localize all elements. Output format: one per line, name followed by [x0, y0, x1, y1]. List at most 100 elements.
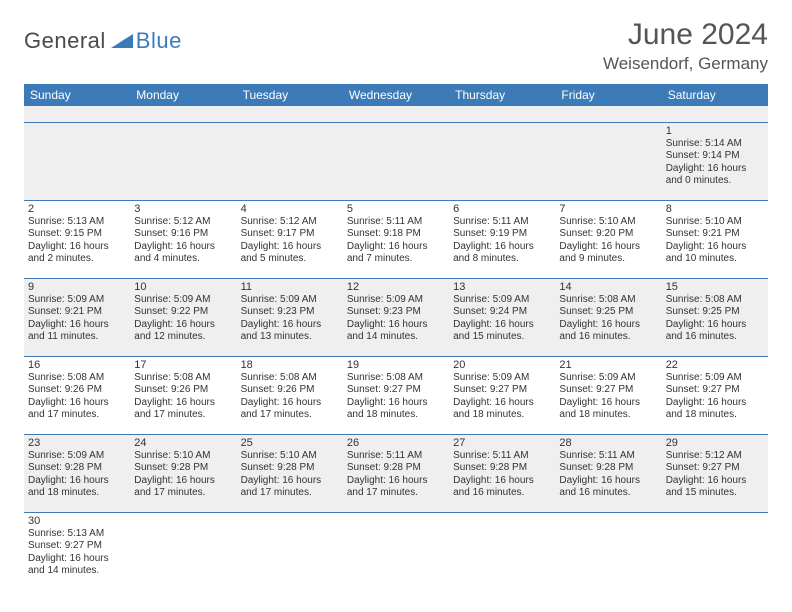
sunset-text: Sunset: 9:20 PM: [559, 228, 657, 241]
daylight-text: and 16 minutes.: [666, 331, 764, 344]
daylight-text: Daylight: 16 hours: [347, 241, 445, 254]
day-number: 20: [453, 359, 551, 371]
sunset-text: Sunset: 9:28 PM: [241, 462, 339, 475]
daylight-text: and 17 minutes.: [134, 487, 232, 500]
daylight-text: Daylight: 16 hours: [453, 475, 551, 488]
sunset-text: Sunset: 9:24 PM: [453, 306, 551, 319]
sunset-text: Sunset: 9:17 PM: [241, 228, 339, 241]
calendar-cell: 23Sunrise: 5:09 AMSunset: 9:28 PMDayligh…: [24, 434, 130, 512]
calendar-week-row: 2Sunrise: 5:13 AMSunset: 9:15 PMDaylight…: [24, 200, 768, 278]
day-number: 27: [453, 437, 551, 449]
daylight-text: and 14 minutes.: [28, 565, 126, 578]
day-number: 17: [134, 359, 232, 371]
day-number: 18: [241, 359, 339, 371]
calendar-cell-empty: [449, 512, 555, 586]
page-title: June 2024: [603, 18, 768, 52]
calendar-cell: 14Sunrise: 5:08 AMSunset: 9:25 PMDayligh…: [555, 278, 661, 356]
daylight-text: and 10 minutes.: [666, 253, 764, 266]
calendar-cell: 28Sunrise: 5:11 AMSunset: 9:28 PMDayligh…: [555, 434, 661, 512]
daylight-text: Daylight: 16 hours: [28, 319, 126, 332]
calendar-cell-empty: [24, 106, 130, 122]
sunset-text: Sunset: 9:25 PM: [666, 306, 764, 319]
sunset-text: Sunset: 9:28 PM: [453, 462, 551, 475]
daylight-text: Daylight: 16 hours: [28, 241, 126, 254]
day-header: Saturday: [662, 84, 768, 106]
calendar-cell: 3Sunrise: 5:12 AMSunset: 9:16 PMDaylight…: [130, 200, 236, 278]
day-number: 5: [347, 203, 445, 215]
sunrise-text: Sunrise: 5:09 AM: [28, 450, 126, 463]
sunrise-text: Sunrise: 5:11 AM: [453, 450, 551, 463]
daylight-text: Daylight: 16 hours: [453, 319, 551, 332]
daylight-text: and 18 minutes.: [453, 409, 551, 422]
sunrise-text: Sunrise: 5:09 AM: [666, 372, 764, 385]
sunrise-text: Sunrise: 5:12 AM: [134, 216, 232, 229]
day-header: Monday: [130, 84, 236, 106]
day-number: 11: [241, 281, 339, 293]
day-number: 15: [666, 281, 764, 293]
sunrise-text: Sunrise: 5:13 AM: [28, 528, 126, 541]
daylight-text: Daylight: 16 hours: [559, 319, 657, 332]
sunrise-text: Sunrise: 5:09 AM: [559, 372, 657, 385]
sunrise-text: Sunrise: 5:09 AM: [347, 294, 445, 307]
calendar-cell: 7Sunrise: 5:10 AMSunset: 9:20 PMDaylight…: [555, 200, 661, 278]
sunrise-text: Sunrise: 5:11 AM: [347, 450, 445, 463]
daylight-text: Daylight: 16 hours: [28, 397, 126, 410]
day-number: 2: [28, 203, 126, 215]
sunset-text: Sunset: 9:26 PM: [28, 384, 126, 397]
sunrise-text: Sunrise: 5:10 AM: [666, 216, 764, 229]
calendar-header-row: Sunday Monday Tuesday Wednesday Thursday…: [24, 84, 768, 106]
sunset-text: Sunset: 9:15 PM: [28, 228, 126, 241]
calendar-cell: 30Sunrise: 5:13 AMSunset: 9:27 PMDayligh…: [24, 512, 130, 586]
day-number: 3: [134, 203, 232, 215]
calendar-cell-empty: [237, 122, 343, 200]
calendar-week-row: 16Sunrise: 5:08 AMSunset: 9:26 PMDayligh…: [24, 356, 768, 434]
sunrise-text: Sunrise: 5:11 AM: [559, 450, 657, 463]
calendar-week-row: 9Sunrise: 5:09 AMSunset: 9:21 PMDaylight…: [24, 278, 768, 356]
daylight-text: Daylight: 16 hours: [134, 319, 232, 332]
day-number: 10: [134, 281, 232, 293]
daylight-text: and 7 minutes.: [347, 253, 445, 266]
page-header: General Blue June 2024 Weisendorf, Germa…: [24, 18, 768, 74]
daylight-text: Daylight: 16 hours: [134, 241, 232, 254]
sunset-text: Sunset: 9:25 PM: [559, 306, 657, 319]
daylight-text: Daylight: 16 hours: [453, 397, 551, 410]
daylight-text: Daylight: 16 hours: [241, 397, 339, 410]
sunrise-text: Sunrise: 5:12 AM: [241, 216, 339, 229]
daylight-text: and 16 minutes.: [559, 331, 657, 344]
calendar-cell-empty: [130, 122, 236, 200]
calendar-table: Sunday Monday Tuesday Wednesday Thursday…: [24, 84, 768, 586]
calendar-cell-empty: [555, 122, 661, 200]
day-number: 4: [241, 203, 339, 215]
calendar-week-row: 30Sunrise: 5:13 AMSunset: 9:27 PMDayligh…: [24, 512, 768, 586]
daylight-text: Daylight: 16 hours: [134, 475, 232, 488]
sunset-text: Sunset: 9:21 PM: [666, 228, 764, 241]
sunset-text: Sunset: 9:28 PM: [347, 462, 445, 475]
calendar-cell: 17Sunrise: 5:08 AMSunset: 9:26 PMDayligh…: [130, 356, 236, 434]
daylight-text: Daylight: 16 hours: [453, 241, 551, 254]
day-number: 14: [559, 281, 657, 293]
calendar-cell: 22Sunrise: 5:09 AMSunset: 9:27 PMDayligh…: [662, 356, 768, 434]
logo-triangle-icon: [111, 30, 133, 53]
day-number: 26: [347, 437, 445, 449]
calendar-cell-empty: [449, 106, 555, 122]
daylight-text: and 18 minutes.: [347, 409, 445, 422]
calendar-cell: 20Sunrise: 5:09 AMSunset: 9:27 PMDayligh…: [449, 356, 555, 434]
calendar-cell: 6Sunrise: 5:11 AMSunset: 9:19 PMDaylight…: [449, 200, 555, 278]
calendar-cell: 15Sunrise: 5:08 AMSunset: 9:25 PMDayligh…: [662, 278, 768, 356]
daylight-text: Daylight: 16 hours: [28, 475, 126, 488]
calendar-cell-empty: [662, 512, 768, 586]
sunrise-text: Sunrise: 5:10 AM: [559, 216, 657, 229]
sunset-text: Sunset: 9:19 PM: [453, 228, 551, 241]
page-subtitle: Weisendorf, Germany: [603, 54, 768, 74]
sunrise-text: Sunrise: 5:11 AM: [453, 216, 551, 229]
sunrise-text: Sunrise: 5:09 AM: [134, 294, 232, 307]
calendar-cell: 16Sunrise: 5:08 AMSunset: 9:26 PMDayligh…: [24, 356, 130, 434]
sunset-text: Sunset: 9:18 PM: [347, 228, 445, 241]
sunrise-text: Sunrise: 5:09 AM: [453, 372, 551, 385]
day-header: Thursday: [449, 84, 555, 106]
calendar-cell: 11Sunrise: 5:09 AMSunset: 9:23 PMDayligh…: [237, 278, 343, 356]
calendar-cell-empty: [449, 122, 555, 200]
day-number: 16: [28, 359, 126, 371]
daylight-text: Daylight: 16 hours: [666, 163, 764, 176]
sunset-text: Sunset: 9:23 PM: [241, 306, 339, 319]
